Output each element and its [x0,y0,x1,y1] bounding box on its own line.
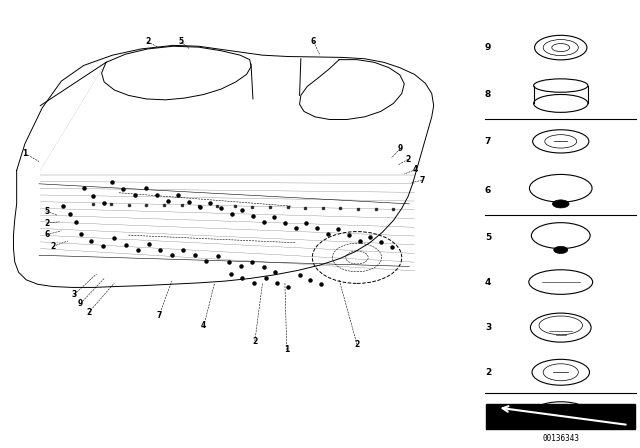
Text: 9: 9 [484,43,491,52]
Text: 1: 1 [485,411,491,420]
Text: 00136343: 00136343 [542,434,579,443]
Text: 7: 7 [156,311,162,320]
Text: 3: 3 [72,290,77,299]
Text: 9: 9 [397,144,403,154]
Text: 4: 4 [413,165,419,174]
Text: 7: 7 [419,176,425,185]
Text: 5: 5 [178,37,183,46]
Text: 5: 5 [485,233,491,242]
Text: 1: 1 [284,345,289,354]
Text: 4: 4 [484,278,491,287]
Text: 2: 2 [51,242,56,251]
Text: 2: 2 [145,37,150,46]
Text: 6: 6 [485,186,491,195]
Bar [486,404,635,429]
Ellipse shape [552,200,569,208]
Text: 2: 2 [252,336,257,345]
Text: 4: 4 [201,321,206,330]
Text: 9: 9 [78,299,83,308]
Text: 6: 6 [44,230,49,239]
Text: 2: 2 [355,340,360,349]
Text: 3: 3 [485,323,491,332]
Text: 2: 2 [406,155,411,164]
Text: 2: 2 [485,368,491,377]
Text: 6: 6 [311,37,316,46]
Text: 2: 2 [86,308,92,317]
Text: 5: 5 [44,207,49,216]
Text: 1: 1 [22,149,28,158]
Text: 8: 8 [485,90,491,99]
Text: 7: 7 [484,137,491,146]
Text: 2: 2 [44,219,49,228]
Ellipse shape [554,246,568,254]
